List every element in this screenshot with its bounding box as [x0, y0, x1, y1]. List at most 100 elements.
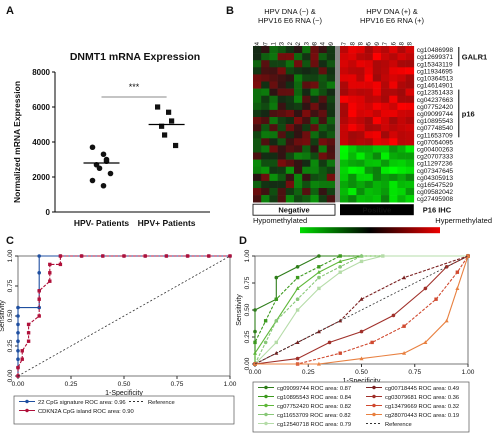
heatmap-cell — [348, 145, 357, 153]
heatmap-cell — [285, 60, 295, 68]
heatmap-cell — [340, 166, 349, 175]
heatmap-cell — [261, 173, 270, 182]
heatmap-cell — [372, 131, 382, 139]
heatmap-cell — [372, 138, 382, 146]
heatmap-cell — [294, 102, 303, 111]
heatmap-cell — [294, 188, 303, 196]
heatmap-cell — [302, 159, 311, 167]
heatmap-cell — [356, 81, 365, 89]
data-point — [107, 170, 114, 177]
roc-point — [423, 286, 428, 291]
heatmap-cell — [356, 188, 365, 196]
heatmap-cell — [269, 67, 278, 75]
heatmap-cell — [261, 138, 270, 146]
heatmap-cell — [348, 166, 357, 175]
heatmap-cell — [318, 109, 328, 118]
heatmap-cell — [356, 67, 365, 75]
y-tick-label: 0.75 — [7, 279, 14, 292]
heatmap-cell — [348, 117, 357, 125]
heatmap-cell — [269, 46, 278, 54]
data-point — [96, 165, 103, 172]
roc-point — [455, 270, 460, 274]
row-label: cg12351433 — [417, 90, 454, 97]
heatmap-cell — [356, 88, 365, 96]
heatmap-cell — [340, 188, 349, 196]
legend-entry: cg28070443 ROC area: 0.19 — [385, 413, 459, 419]
heatmap-cell — [348, 53, 357, 61]
heatmap-cell — [302, 60, 311, 68]
heatmap-cell — [326, 180, 336, 189]
heatmap-cell — [348, 46, 357, 54]
roc-point — [295, 297, 300, 302]
heatmap-cell — [261, 131, 270, 139]
roc-point — [434, 297, 438, 301]
x-tick-label: 0.25 — [302, 369, 315, 376]
heatmap-cell — [261, 124, 270, 132]
heatmap-cell — [381, 60, 390, 68]
roc-point — [122, 254, 126, 258]
roc-point — [263, 319, 268, 323]
roc-point — [295, 275, 300, 280]
heatmap-cell — [285, 67, 295, 75]
row-label: cg10364513 — [417, 76, 454, 83]
heatmap-cell — [348, 159, 357, 167]
heatmap-cell — [326, 109, 336, 118]
roc-point — [359, 259, 364, 264]
heatmap-cell — [389, 131, 398, 139]
heatmap-cell — [302, 46, 311, 54]
heatmap-cell — [356, 124, 365, 132]
roc-point — [263, 340, 268, 345]
heatmap-cell — [302, 81, 311, 89]
heatmap-cell — [285, 81, 295, 89]
heatmap-cell — [310, 188, 319, 196]
roc-point — [370, 340, 374, 345]
heatmap-cell — [253, 53, 262, 61]
row-group-label: p16 — [462, 109, 475, 118]
ihc-positive-bar — [340, 204, 414, 216]
heatmap-cell — [397, 53, 406, 61]
y-tick-label: 6000 — [32, 103, 50, 112]
heatmap-cell — [294, 67, 303, 75]
heatmap-cell — [253, 166, 262, 175]
heatmap-cell — [372, 88, 382, 96]
heatmap-cell — [269, 180, 278, 189]
heatmap-cell — [381, 173, 390, 182]
heatmap-cell — [302, 180, 311, 189]
roc-point — [253, 351, 257, 355]
heatmap-group-positive-header-2: HPV16 E6 RNA (+) — [360, 16, 424, 25]
heatmap-cell — [389, 88, 398, 96]
heatmap-cell — [356, 195, 365, 203]
heatmap-cell — [348, 67, 357, 75]
heatmap-cell — [326, 195, 336, 203]
y-axis-label: Sensitivity — [0, 300, 6, 332]
heatmap-cell — [326, 67, 336, 75]
heatmap-cell — [277, 159, 287, 167]
heatmap-cell — [405, 109, 415, 118]
heatmap-cell — [326, 102, 336, 111]
heatmap-cell — [261, 145, 270, 153]
heatmap-cell — [405, 152, 415, 160]
y-tick-label: 0.50 — [7, 309, 14, 322]
heatmap-cell — [310, 67, 319, 75]
x-tick-label: 0.00 — [249, 369, 262, 376]
heatmap-cell — [285, 173, 295, 182]
heatmap-cell — [389, 138, 398, 146]
heatmap-cell — [269, 88, 278, 96]
heatmap-cell — [405, 159, 415, 167]
heatmap-cell — [381, 109, 390, 118]
legend-entry: cg07752420 ROC area: 0.82 — [277, 404, 351, 410]
heatmap-cell — [277, 188, 287, 196]
roc-point — [79, 254, 84, 258]
row-label: cg27495908 — [417, 196, 454, 203]
panel-label-b: B — [226, 5, 234, 17]
heatmap-cell — [405, 74, 415, 82]
heatmap-cell — [405, 102, 415, 111]
heatmap-cell — [364, 145, 374, 153]
heatmap-cell — [253, 124, 262, 132]
heatmap-cell — [294, 159, 303, 167]
roc-point — [316, 270, 321, 274]
legend-low-label: Hypomethylated — [253, 216, 307, 225]
heatmap-cell — [310, 95, 319, 104]
heatmap-cell — [405, 138, 415, 146]
x-tick-label: HPV+ Patients — [138, 218, 196, 228]
